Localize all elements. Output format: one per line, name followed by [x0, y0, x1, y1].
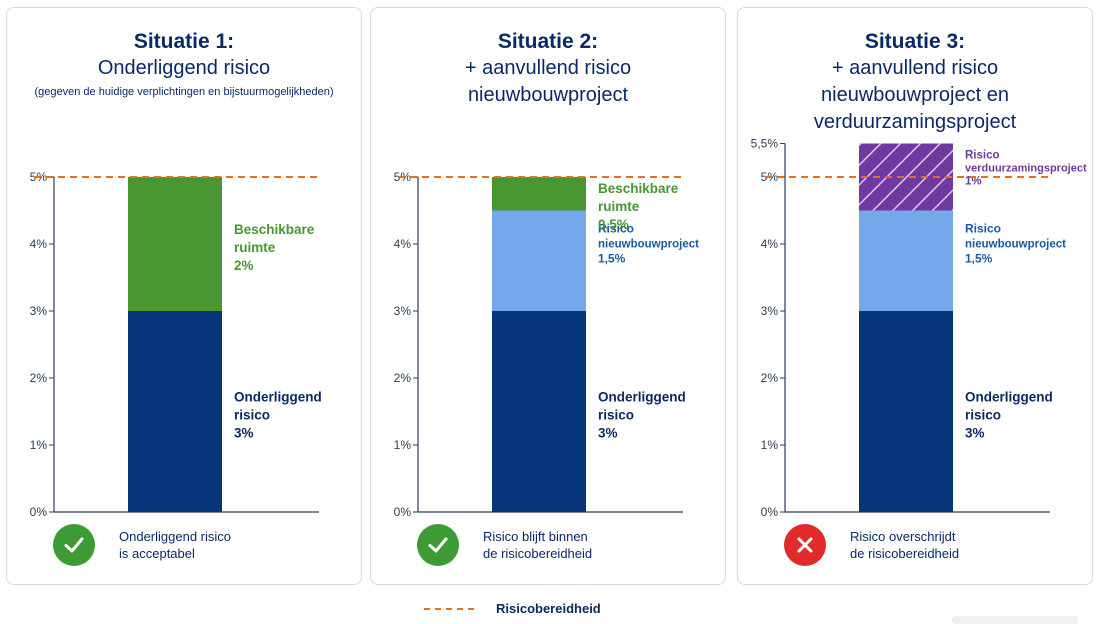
y-tick-label: 5,5% [751, 137, 779, 151]
y-tick-label: 0% [761, 505, 779, 519]
legend: Risicobereidheid [424, 601, 601, 616]
y-tick-label: 1% [761, 438, 779, 452]
y-tick-label: 3% [761, 304, 779, 318]
bar-segment [859, 311, 953, 512]
segment-label: risico [234, 408, 270, 423]
chart-panel-2: Situatie 2: + aanvullend risico nieuwbouwp… [370, 7, 726, 585]
y-tick-label: 2% [394, 371, 412, 385]
segment-label: 1,5% [598, 252, 626, 266]
segment-label: 1% [965, 176, 982, 188]
status-text-line: de risicobereidheid [483, 546, 593, 561]
chart-title: Situatie 1: [133, 30, 235, 53]
chart-subtitle-line: nieuwbouwproject en [821, 84, 1009, 106]
y-tick-label: 0% [30, 505, 48, 519]
status-text-line: de risicobereidheid [850, 546, 960, 561]
status-row: Risico blijft binnen de risicobereidheid [417, 524, 643, 566]
status-text-line: is acceptabel [119, 546, 195, 561]
segment-label: ruimte [234, 240, 276, 255]
chart-title-block: Situatie 3: + aanvullend risico nieuwbouwp… [738, 28, 1092, 136]
chart-title-block: Situatie 1: Onderliggend risico (gegeven d… [7, 28, 361, 100]
y-tick-label: 2% [761, 371, 779, 385]
chart-subtitle-line: + aanvullend risico [464, 57, 632, 79]
chart-svg: 0%1%2%3%4%5%5,5%Onderliggendrisico3%Risi… [751, 137, 1087, 520]
legend-threshold-line [424, 607, 474, 610]
y-tick-label: 4% [30, 237, 48, 251]
chart-title-block: Situatie 2: + aanvullend risico nieuwbouwp… [371, 28, 725, 109]
y-tick-label: 4% [761, 237, 779, 251]
checkmark-icon [53, 524, 95, 566]
segment-label: nieuwbouwproject [598, 239, 699, 251]
segment-label: 3% [234, 426, 254, 441]
chart-svg: 0%1%2%3%4%5%Onderliggendrisico3%Risiconi… [394, 170, 699, 519]
segment-label: nieuwbouwproject [965, 239, 1066, 251]
segment-label: Beschikbare [598, 181, 679, 196]
status-text: Risico blijft binnen de risicobereidheid [483, 528, 643, 562]
segment-label: Beschikbare [234, 222, 315, 237]
segment-label: 2% [234, 258, 254, 273]
segment-label: verduurzamingsproject [965, 163, 1087, 175]
y-tick-label: 1% [394, 438, 412, 452]
chart-title: Situatie 2: [497, 30, 599, 53]
chart-subtitle-line: nieuwbouwproject [467, 84, 629, 106]
segment-label: risico [965, 408, 1001, 423]
bar-segment [492, 311, 586, 512]
chart-title: Situatie 3: [864, 30, 966, 53]
status-text: Risico overschrijdt de risicobereidheid [850, 528, 1010, 562]
status-row: Onderliggend risico is acceptabel [53, 524, 279, 566]
y-tick-label: 1% [30, 438, 48, 452]
cross-icon [784, 524, 826, 566]
segment-label: Risico [965, 150, 1000, 162]
y-tick-label: 0% [394, 505, 412, 519]
checkmark-icon [417, 524, 459, 566]
status-text-line: Risico blijft binnen [483, 529, 588, 544]
segment-label: 3% [965, 426, 985, 441]
segment-label: Risico [965, 222, 1001, 236]
segment-label: Onderliggend [965, 390, 1053, 405]
bar-segment [859, 210, 953, 311]
segment-label: 1,5% [965, 252, 993, 266]
legend-label: Risicobereidheid [496, 601, 601, 616]
bar-segment [128, 177, 222, 311]
segment-label: 0,5% [598, 217, 629, 232]
status-text-line: Onderliggend risico [119, 529, 232, 544]
segment-label: risico [598, 408, 634, 423]
bar-segment [128, 311, 222, 512]
segment-label: Risico [598, 222, 634, 236]
segment-label: 3% [598, 426, 618, 441]
status-row: Risico overschrijdt de risicobereidheid [784, 524, 1010, 566]
status-text-line: Risico overschrijdt [850, 529, 956, 544]
chart-subtitle-line: + aanvullend risico [831, 57, 999, 79]
chart-subtitle-line: Onderliggend risico [97, 57, 271, 79]
status-text: Onderliggend risico is acceptabel [119, 528, 279, 562]
chart-subtitle-line: verduurzamingsproject [813, 111, 1017, 133]
bar-segment [492, 177, 586, 211]
y-tick-label: 2% [30, 371, 48, 385]
chart-panel-3: Situatie 3: + aanvullend risico nieuwbouwp… [737, 7, 1093, 585]
chart-note: (gegeven de huidige verplichtingen en bi… [34, 86, 334, 98]
segment-label: Onderliggend [598, 390, 686, 405]
y-tick-label: 3% [30, 304, 48, 318]
bar-segment [492, 210, 586, 311]
segment-label: Onderliggend [234, 390, 322, 405]
chart-svg: 0%1%2%3%4%5%Onderliggendrisico3%Beschikb… [30, 170, 322, 519]
segment-label: ruimte [598, 199, 640, 214]
corner-decoration [952, 616, 1078, 624]
y-tick-label: 3% [394, 304, 412, 318]
chart-panel-1: Situatie 1: Onderliggend risico (gegeven d… [6, 7, 362, 585]
y-tick-label: 4% [394, 237, 412, 251]
